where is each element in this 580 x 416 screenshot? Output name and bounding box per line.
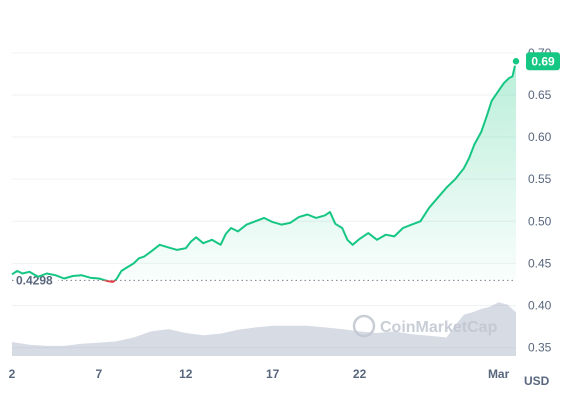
- x-axis: 2 7 12 17 22 Mar: [9, 367, 510, 381]
- last-price-marker-group: 0.69: [511, 52, 560, 71]
- price-fill-area: [12, 61, 516, 281]
- reference-label-bg: [14, 271, 58, 288]
- y-axis: 0.350.400.450.500.550.600.650.70: [528, 46, 552, 355]
- coinmarketcap-logo-icon: [352, 314, 376, 338]
- x-tick-label: 22: [353, 367, 367, 381]
- y-tick-label: 0.55: [528, 172, 552, 186]
- reference-line-group: 0.4298: [12, 271, 516, 288]
- y-tick-label: 0.40: [528, 298, 552, 312]
- last-price-badge: [526, 52, 560, 71]
- volume-area-shape: [12, 302, 516, 356]
- price-area-fill: [12, 61, 516, 281]
- x-tick-label: Mar: [488, 367, 510, 381]
- currency-unit-label: USD: [524, 374, 550, 388]
- reference-line-label: 0.4298: [16, 273, 53, 287]
- x-tick-label: 17: [266, 367, 280, 381]
- y-tick-label: 0.35: [528, 341, 552, 355]
- volume-area: [12, 302, 516, 356]
- x-tick-label: 12: [179, 367, 193, 381]
- y-tick-label: 0.45: [528, 256, 552, 270]
- price-line-group: [11, 61, 517, 283]
- y-tick-label: 0.50: [528, 214, 552, 228]
- price-line-up: [11, 61, 517, 281]
- coinmarketcap-watermark: CoinMarketCap: [352, 314, 498, 338]
- last-price-label: 0.69: [531, 54, 555, 68]
- last-price-dot: [511, 56, 521, 67]
- x-tick-label: 2: [9, 367, 16, 381]
- x-tick-label: 7: [96, 367, 103, 381]
- y-tick-label: 0.65: [528, 88, 552, 102]
- y-tick-label: 0.60: [528, 130, 552, 144]
- watermark-text: CoinMarketCap: [380, 319, 498, 336]
